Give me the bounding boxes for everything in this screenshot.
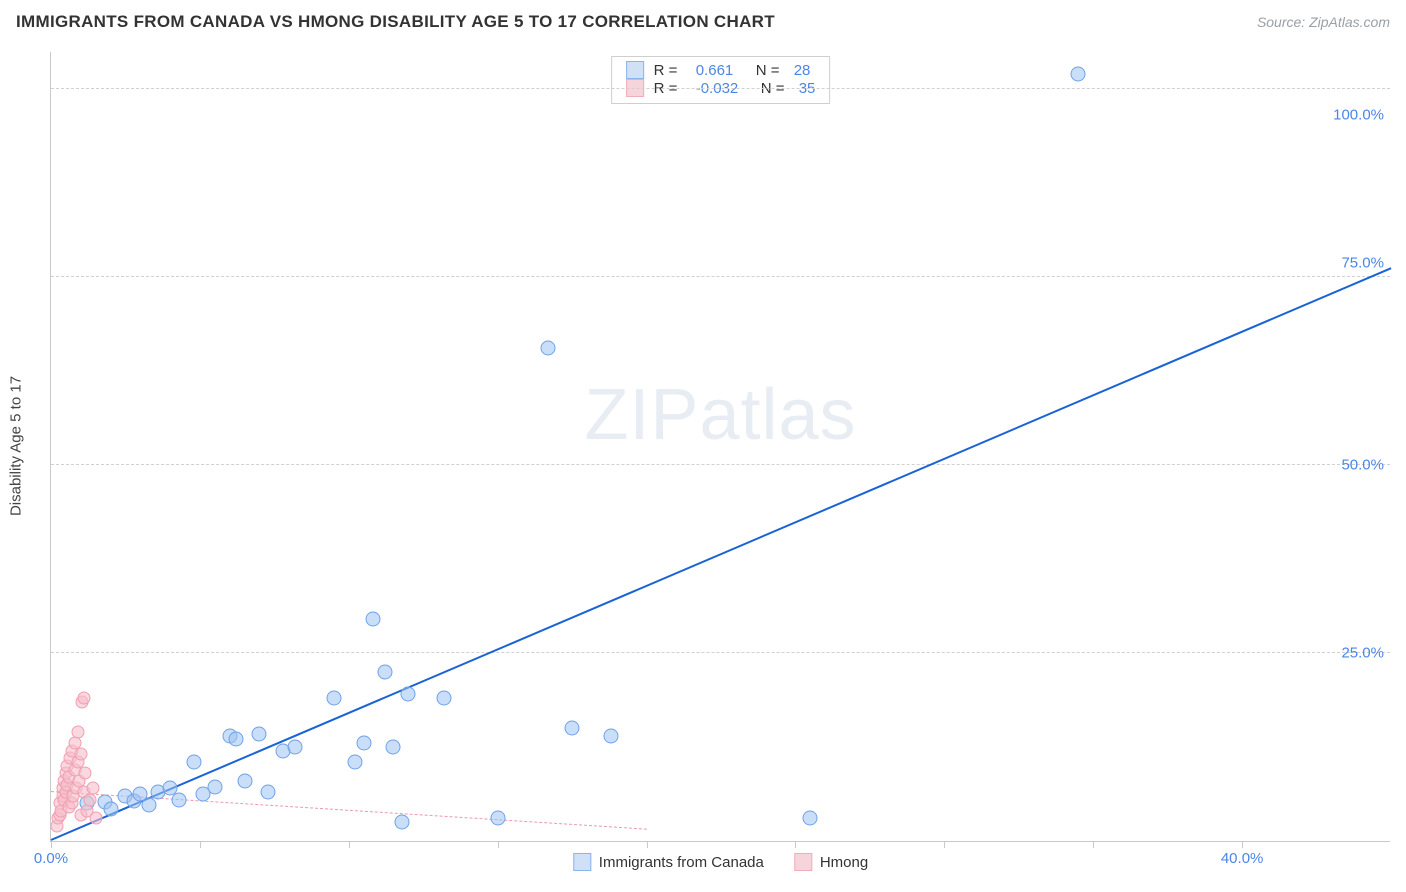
- legend-label: Hmong: [820, 854, 868, 871]
- trend-line: [51, 267, 1392, 841]
- chart-title: IMMIGRANTS FROM CANADA VS HMONG DISABILI…: [16, 12, 775, 32]
- y-tick-label: 100.0%: [1333, 106, 1384, 123]
- legend-row: R = 0.661 N = 28: [626, 61, 816, 79]
- x-tick: [944, 841, 945, 848]
- gridline: [51, 276, 1390, 277]
- legend-swatch: [794, 853, 812, 871]
- y-axis-label: Disability Age 5 to 17: [8, 376, 25, 516]
- legend-label: Immigrants from Canada: [599, 854, 764, 871]
- data-point: [347, 755, 362, 770]
- x-tick: [1093, 841, 1094, 848]
- data-point: [172, 792, 187, 807]
- x-tick: [200, 841, 201, 848]
- x-tick: [1242, 841, 1243, 848]
- x-tick: [349, 841, 350, 848]
- data-point: [74, 748, 87, 761]
- y-tick-label: 50.0%: [1341, 456, 1384, 473]
- data-point: [79, 767, 92, 780]
- chart-source: Source: ZipAtlas.com: [1257, 14, 1390, 30]
- gridline: [51, 88, 1390, 89]
- data-point: [252, 727, 267, 742]
- legend-swatch: [626, 61, 644, 79]
- correlation-legend: R = 0.661 N = 28R = -0.032 N = 35: [611, 56, 831, 104]
- data-point: [77, 692, 90, 705]
- legend-item: Immigrants from Canada: [573, 853, 764, 871]
- data-point: [86, 782, 99, 795]
- data-point: [83, 793, 96, 806]
- gridline: [51, 464, 1390, 465]
- data-point: [603, 728, 618, 743]
- data-point: [228, 732, 243, 747]
- data-point: [237, 773, 252, 788]
- y-tick-label: 25.0%: [1341, 644, 1384, 661]
- x-tick-label: 0.0%: [34, 850, 68, 867]
- data-point: [377, 664, 392, 679]
- data-point: [103, 802, 118, 817]
- data-point: [803, 811, 818, 826]
- data-point: [386, 739, 401, 754]
- watermark: ZIPatlas: [584, 374, 856, 456]
- data-point: [207, 779, 222, 794]
- data-point: [356, 736, 371, 751]
- data-point: [565, 721, 580, 736]
- x-tick: [51, 841, 52, 848]
- data-point: [1071, 66, 1086, 81]
- data-point: [326, 691, 341, 706]
- legend-item: Hmong: [794, 853, 868, 871]
- data-point: [490, 811, 505, 826]
- x-tick: [795, 841, 796, 848]
- legend-swatch: [573, 853, 591, 871]
- y-tick-label: 75.0%: [1341, 254, 1384, 271]
- data-point: [395, 815, 410, 830]
- data-point: [89, 812, 102, 825]
- x-tick-label: 40.0%: [1221, 850, 1264, 867]
- x-tick: [647, 841, 648, 848]
- gridline: [51, 652, 1390, 653]
- data-point: [288, 739, 303, 754]
- series-legend: Immigrants from Canada Hmong: [573, 853, 868, 871]
- data-point: [261, 785, 276, 800]
- data-point: [437, 691, 452, 706]
- scatter-plot: ZIPatlas R = 0.661 N = 28R = -0.032 N = …: [50, 52, 1390, 842]
- data-point: [541, 341, 556, 356]
- data-point: [401, 687, 416, 702]
- x-tick: [498, 841, 499, 848]
- data-point: [71, 725, 84, 738]
- data-point: [142, 797, 157, 812]
- data-point: [186, 755, 201, 770]
- data-point: [365, 612, 380, 627]
